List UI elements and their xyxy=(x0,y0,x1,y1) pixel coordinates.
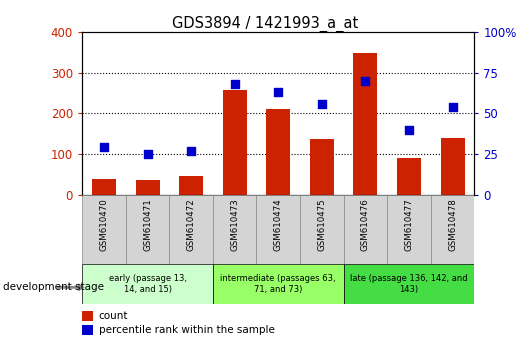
Point xyxy=(274,89,282,95)
Bar xyxy=(310,138,334,195)
Bar xyxy=(223,90,246,195)
Point xyxy=(448,104,457,110)
Text: GSM610471: GSM610471 xyxy=(143,198,152,251)
Bar xyxy=(136,181,160,195)
Bar xyxy=(266,109,290,195)
Point xyxy=(231,81,239,87)
Text: development stage: development stage xyxy=(3,282,104,292)
Bar xyxy=(440,138,465,195)
Bar xyxy=(169,195,213,264)
Point xyxy=(100,145,108,150)
Bar xyxy=(354,53,377,195)
Bar xyxy=(92,179,116,195)
Bar xyxy=(397,158,421,195)
Bar xyxy=(82,264,213,304)
Text: GSM610470: GSM610470 xyxy=(100,198,109,251)
Text: early (passage 13,
14, and 15): early (passage 13, 14, and 15) xyxy=(109,274,187,294)
Bar xyxy=(213,195,257,264)
Bar xyxy=(126,195,169,264)
Text: GSM610478: GSM610478 xyxy=(448,198,457,251)
Point xyxy=(405,127,413,132)
Text: GSM610475: GSM610475 xyxy=(317,198,326,251)
Point xyxy=(317,101,326,106)
Bar xyxy=(343,195,387,264)
Bar xyxy=(213,264,343,304)
Text: GDS3894 / 1421993_a_at: GDS3894 / 1421993_a_at xyxy=(172,16,358,32)
Text: GSM610474: GSM610474 xyxy=(274,198,282,251)
Bar xyxy=(300,195,343,264)
Bar xyxy=(82,195,126,264)
Bar xyxy=(257,195,300,264)
Text: GSM610477: GSM610477 xyxy=(404,198,413,251)
Text: GSM610476: GSM610476 xyxy=(361,198,370,251)
Text: percentile rank within the sample: percentile rank within the sample xyxy=(99,325,275,335)
Text: late (passage 136, 142, and
143): late (passage 136, 142, and 143) xyxy=(350,274,468,294)
Bar xyxy=(82,325,93,335)
Text: GSM610472: GSM610472 xyxy=(187,198,196,251)
Point xyxy=(361,78,369,84)
Text: count: count xyxy=(99,311,128,321)
Text: GSM610473: GSM610473 xyxy=(230,198,239,251)
Text: intermediate (passages 63,
71, and 73): intermediate (passages 63, 71, and 73) xyxy=(220,274,336,294)
Bar xyxy=(343,264,474,304)
Bar xyxy=(179,176,203,195)
Bar xyxy=(82,311,93,321)
Bar xyxy=(387,195,431,264)
Bar xyxy=(431,195,474,264)
Point xyxy=(143,151,152,157)
Point xyxy=(187,148,196,154)
